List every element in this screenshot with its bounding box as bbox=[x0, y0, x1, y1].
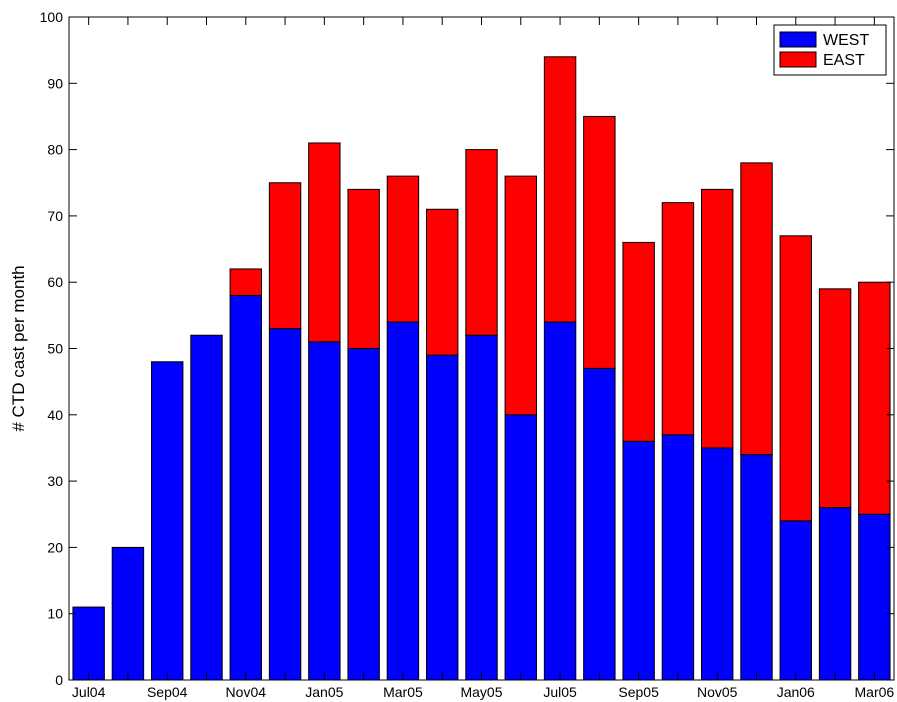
bar-east-sep05 bbox=[622, 241, 655, 442]
bar-west-dec04 bbox=[268, 328, 302, 681]
bar-west-mar05 bbox=[386, 321, 420, 681]
bar-east-aug05 bbox=[583, 115, 616, 369]
x-tick-label: Jul04 bbox=[72, 684, 106, 700]
bar-west-jun05 bbox=[504, 414, 538, 681]
y-tick-label: 100 bbox=[40, 9, 64, 25]
bar-west-aug05 bbox=[583, 367, 616, 681]
y-tick-label: 40 bbox=[47, 407, 63, 423]
bar-east-mar05 bbox=[386, 175, 420, 323]
y-tick-label: 10 bbox=[47, 606, 63, 622]
bar-east-apr05 bbox=[426, 208, 459, 356]
bar-west-sep05 bbox=[622, 440, 655, 681]
bar-west-dec05 bbox=[740, 454, 773, 681]
bar-east-dec05 bbox=[740, 162, 773, 456]
y-tick-label: 90 bbox=[47, 75, 63, 91]
y-axis-label: # CTD cast per month bbox=[9, 265, 28, 431]
y-axis: 0 10 20 30 40 50 60 70 80 90 100 bbox=[40, 9, 894, 688]
y-tick-label: 30 bbox=[47, 473, 63, 489]
bar-west-oct05 bbox=[661, 434, 695, 681]
bar-west-oct04 bbox=[190, 334, 223, 681]
legend-swatch-east bbox=[779, 51, 817, 68]
bar-west-jul04 bbox=[72, 606, 105, 681]
bar-east-jan06 bbox=[779, 235, 813, 522]
bar-west-feb06 bbox=[818, 507, 852, 681]
bar-west-may05 bbox=[465, 334, 498, 681]
x-tick-label: Jan05 bbox=[305, 684, 343, 700]
y-tick-label: 0 bbox=[55, 672, 63, 688]
legend-label-west: WEST bbox=[823, 32, 869, 49]
bar-west-nov05 bbox=[701, 447, 734, 681]
x-tick-label: Sep05 bbox=[618, 684, 659, 700]
bar-east-jan05 bbox=[308, 142, 341, 343]
legend-swatch-west bbox=[779, 31, 817, 48]
bars-layer bbox=[72, 56, 891, 681]
y-tick-label: 20 bbox=[47, 539, 63, 555]
x-tick-label: Mar05 bbox=[383, 684, 423, 700]
bar-west-jan05 bbox=[308, 341, 341, 681]
bar-west-jan06 bbox=[779, 520, 813, 681]
bar-east-feb05 bbox=[347, 188, 380, 349]
bar-west-aug04 bbox=[111, 546, 145, 681]
bar-east-mar06 bbox=[858, 281, 891, 515]
x-tick-label: Mar06 bbox=[855, 684, 895, 700]
legend-label-east: EAST bbox=[823, 52, 865, 69]
bar-east-jun05 bbox=[504, 175, 538, 416]
x-tick-label: May05 bbox=[460, 684, 502, 700]
x-tick-label: Nov05 bbox=[697, 684, 738, 700]
bar-east-nov04 bbox=[229, 268, 263, 296]
bar-west-apr05 bbox=[426, 354, 459, 681]
bar-east-jul05 bbox=[543, 56, 577, 323]
y-tick-label: 60 bbox=[47, 274, 63, 290]
legend: WEST EAST bbox=[773, 24, 887, 76]
x-tick-label: Sep04 bbox=[147, 684, 188, 700]
x-tick-label: Nov04 bbox=[226, 684, 267, 700]
x-axis: Jul04 Sep04 Nov04 Jan05 Mar05 May05 Jul05 Sep05… bbox=[72, 17, 895, 700]
y-tick-label: 50 bbox=[47, 341, 63, 357]
y-tick-label: 80 bbox=[47, 142, 63, 158]
bar-west-jul05 bbox=[543, 321, 577, 681]
bar-east-oct05 bbox=[661, 202, 695, 436]
bar-east-feb06 bbox=[818, 288, 852, 509]
bar-east-dec04 bbox=[268, 182, 302, 330]
bar-west-nov04 bbox=[229, 294, 263, 681]
x-tick-label: Jan06 bbox=[777, 684, 815, 700]
bar-west-feb05 bbox=[347, 348, 380, 681]
x-tick-label: Jul05 bbox=[543, 684, 577, 700]
bar-east-nov05 bbox=[701, 188, 734, 449]
y-tick-label: 70 bbox=[47, 208, 63, 224]
bar-west-mar06 bbox=[858, 513, 891, 681]
bar-east-may05 bbox=[465, 149, 498, 336]
bar-west-sep04 bbox=[151, 361, 184, 681]
